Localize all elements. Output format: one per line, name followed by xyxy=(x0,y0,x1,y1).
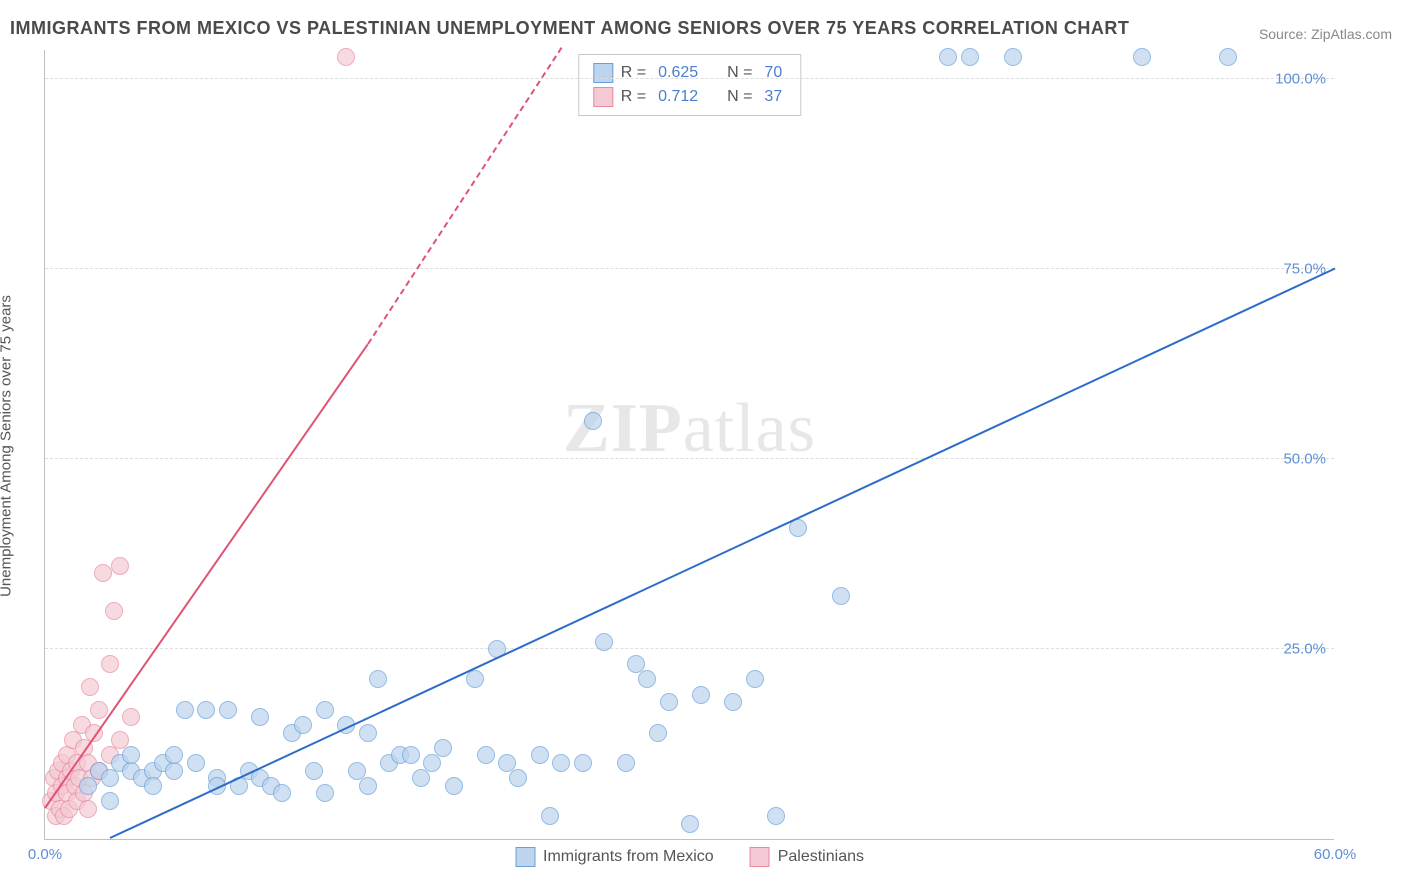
trend-line xyxy=(109,267,1335,839)
data-point-mexico xyxy=(466,670,484,688)
data-point-mexico xyxy=(294,716,312,734)
data-point-mexico xyxy=(412,769,430,787)
data-point-mexico xyxy=(316,701,334,719)
data-point-mexico xyxy=(122,746,140,764)
data-point-palestinians xyxy=(81,678,99,696)
data-point-palestinians xyxy=(94,564,112,582)
data-point-mexico xyxy=(939,48,957,66)
watermark-zip: ZIP xyxy=(563,390,683,467)
source-prefix: Source: xyxy=(1259,26,1311,42)
data-point-mexico xyxy=(649,724,667,742)
gridline xyxy=(45,268,1334,269)
data-point-mexico xyxy=(101,792,119,810)
data-point-mexico xyxy=(176,701,194,719)
swatch-palestinians xyxy=(593,87,613,107)
legend-item-palestinians: Palestinians xyxy=(750,847,864,867)
data-point-mexico xyxy=(832,587,850,605)
x-tick-label: 0.0% xyxy=(28,846,62,863)
swatch-palestinians-icon xyxy=(750,847,770,867)
data-point-mexico xyxy=(1219,48,1237,66)
n-value-palestinians: 37 xyxy=(764,88,782,106)
trend-line xyxy=(367,47,562,344)
y-tick-label: 100.0% xyxy=(1275,71,1326,88)
data-point-mexico xyxy=(434,739,452,757)
chart-title: IMMIGRANTS FROM MEXICO VS PALESTINIAN UN… xyxy=(10,18,1129,39)
data-point-mexico xyxy=(552,754,570,772)
data-point-mexico xyxy=(724,693,742,711)
data-point-mexico xyxy=(1133,48,1151,66)
data-point-mexico xyxy=(541,807,559,825)
data-point-palestinians xyxy=(337,48,355,66)
data-point-mexico xyxy=(767,807,785,825)
data-point-mexico xyxy=(617,754,635,772)
y-tick-label: 25.0% xyxy=(1283,641,1326,658)
source-attribution: Source: ZipAtlas.com xyxy=(1259,26,1392,42)
data-point-mexico xyxy=(574,754,592,772)
data-point-mexico xyxy=(423,754,441,772)
data-point-palestinians xyxy=(101,655,119,673)
data-point-mexico xyxy=(251,708,269,726)
x-tick-label: 60.0% xyxy=(1314,846,1357,863)
data-point-mexico xyxy=(509,769,527,787)
stats-row-palestinians: R = 0.712 N = 37 xyxy=(593,85,786,109)
data-point-mexico xyxy=(219,701,237,719)
data-point-mexico xyxy=(359,724,377,742)
bottom-legend: Immigrants from Mexico Palestinians xyxy=(515,847,864,867)
stats-row-mexico: R = 0.625 N = 70 xyxy=(593,61,786,85)
data-point-mexico xyxy=(305,762,323,780)
n-label: N = xyxy=(727,88,752,106)
data-point-mexico xyxy=(660,693,678,711)
r-value-palestinians: 0.712 xyxy=(658,88,698,106)
data-point-mexico xyxy=(359,777,377,795)
gridline xyxy=(45,78,1334,79)
watermark-atlas: atlas xyxy=(683,390,816,467)
data-point-mexico xyxy=(692,686,710,704)
data-point-mexico xyxy=(746,670,764,688)
gridline xyxy=(45,458,1334,459)
data-point-mexico xyxy=(961,48,979,66)
stats-legend: R = 0.625 N = 70 R = 0.712 N = 37 xyxy=(578,54,801,116)
data-point-mexico xyxy=(638,670,656,688)
plot-area: ZIPatlas R = 0.625 N = 70 R = 0.712 N = … xyxy=(44,50,1334,840)
r-label: R = xyxy=(621,88,646,106)
data-point-mexico xyxy=(316,784,334,802)
gridline xyxy=(45,648,1334,649)
data-point-mexico xyxy=(187,754,205,772)
data-point-mexico xyxy=(531,746,549,764)
data-point-mexico xyxy=(1004,48,1022,66)
data-point-mexico xyxy=(369,670,387,688)
data-point-mexico xyxy=(79,777,97,795)
watermark: ZIPatlas xyxy=(563,389,816,469)
data-point-mexico xyxy=(197,701,215,719)
data-point-mexico xyxy=(584,412,602,430)
legend-label-palestinians: Palestinians xyxy=(778,848,864,866)
data-point-mexico xyxy=(595,633,613,651)
swatch-mexico xyxy=(593,63,613,83)
source-link[interactable]: ZipAtlas.com xyxy=(1311,26,1392,42)
data-point-mexico xyxy=(273,784,291,802)
legend-item-mexico: Immigrants from Mexico xyxy=(515,847,714,867)
data-point-palestinians xyxy=(90,701,108,719)
data-point-mexico xyxy=(681,815,699,833)
data-point-palestinians xyxy=(79,800,97,818)
data-point-palestinians xyxy=(105,602,123,620)
data-point-mexico xyxy=(101,769,119,787)
data-point-mexico xyxy=(445,777,463,795)
data-point-mexico xyxy=(477,746,495,764)
data-point-mexico xyxy=(402,746,420,764)
legend-label-mexico: Immigrants from Mexico xyxy=(543,848,714,866)
data-point-palestinians xyxy=(111,557,129,575)
data-point-mexico xyxy=(144,777,162,795)
y-tick-label: 50.0% xyxy=(1283,451,1326,468)
data-point-palestinians xyxy=(122,708,140,726)
swatch-mexico-icon xyxy=(515,847,535,867)
data-point-mexico xyxy=(165,746,183,764)
